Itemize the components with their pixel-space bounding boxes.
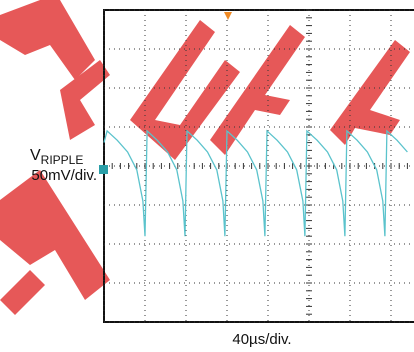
waveform xyxy=(103,129,408,237)
watermark-shape xyxy=(0,170,110,300)
watermark-shape xyxy=(210,25,305,155)
watermark-shape xyxy=(0,0,95,80)
channel-marker xyxy=(99,165,108,174)
x-scale: 40µs/div. xyxy=(232,331,291,348)
watermark-shape xyxy=(0,270,45,315)
trigger-marker xyxy=(224,12,232,20)
watermark-shape xyxy=(60,60,110,140)
y-label-subscript: RIPPLE xyxy=(41,153,84,167)
center-axis xyxy=(103,9,408,315)
y-label: VRIPPLE xyxy=(30,147,83,167)
grid xyxy=(103,9,414,323)
y-scale: 50mV/div. xyxy=(31,167,97,184)
watermark-shape xyxy=(330,40,410,145)
y-label-symbol: V xyxy=(30,147,41,164)
watermark-shape xyxy=(130,20,240,160)
watermark xyxy=(0,0,410,315)
